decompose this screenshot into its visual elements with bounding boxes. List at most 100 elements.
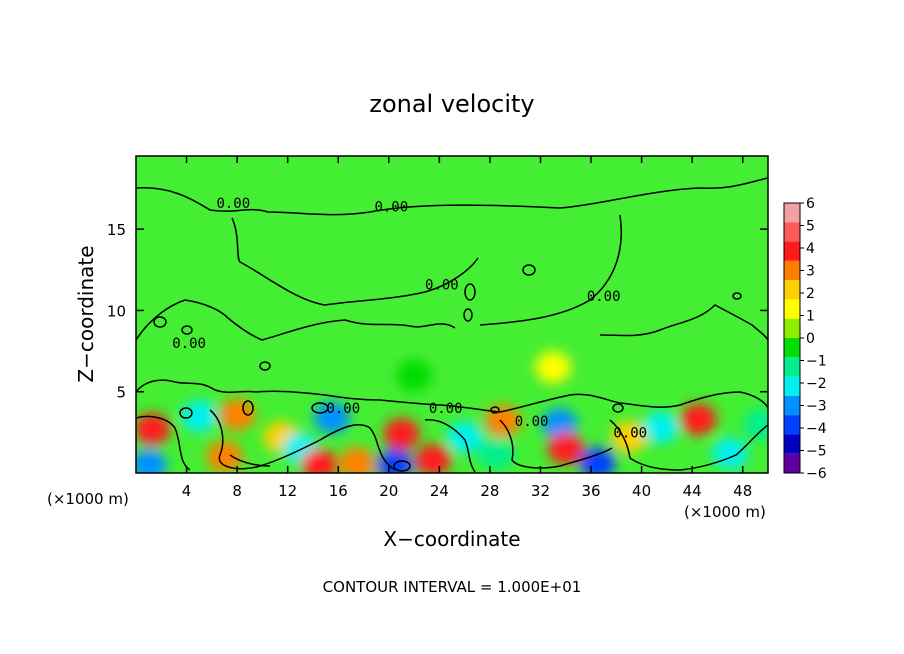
contour-line: [609, 419, 768, 471]
contour-line: [136, 379, 768, 413]
x-tick-label: 24: [430, 482, 449, 500]
x-tick-label: 32: [531, 482, 550, 500]
colorbar-segment: [784, 241, 800, 261]
contour-loop: [181, 325, 193, 335]
contour-loop: [732, 292, 742, 300]
velocity-anomaly: [301, 448, 338, 473]
colorbar-segment: [784, 222, 800, 242]
colorbar-segment: [784, 338, 800, 358]
x-tick-label: 4: [182, 482, 192, 500]
velocity-anomaly: [136, 448, 167, 473]
velocity-anomaly: [680, 403, 717, 436]
y-tick-label: 5: [116, 384, 126, 402]
contour-line: [136, 177, 768, 216]
x-tick-label: 8: [232, 482, 242, 500]
contour-line: [499, 419, 613, 469]
contour-line: [136, 415, 191, 471]
colorbar-tick-label: −4: [806, 421, 827, 437]
velocity-anomaly: [313, 401, 350, 434]
velocity-anomaly: [377, 448, 414, 473]
contour-label: 0.00: [515, 414, 549, 430]
colorbar-tick-label: 5: [806, 219, 815, 235]
contour-label: 0.00: [374, 199, 408, 215]
contour-label: 0.00: [587, 289, 621, 305]
contour-line: [136, 299, 456, 341]
contour-loop: [490, 406, 500, 414]
colorbar-tick-label: −6: [806, 466, 827, 482]
velocity-anomaly: [610, 421, 647, 454]
contour-loop: [522, 264, 536, 276]
velocity-anomaly: [446, 421, 483, 454]
colorbar-tick-label: 0: [806, 331, 815, 347]
colorbar-tick-label: −5: [806, 444, 827, 460]
colorbar-segment: [784, 395, 800, 416]
contour-line: [229, 454, 271, 467]
contour-label: 0.00: [172, 336, 206, 352]
contour-loop: [259, 361, 271, 371]
contour-label: 0.00: [216, 196, 250, 212]
contour-line: [231, 217, 479, 306]
x-unit-left: (×1000 m): [47, 490, 129, 508]
velocity-anomaly: [383, 417, 420, 450]
contour-line: [424, 419, 476, 473]
x-tick-label: 20: [379, 482, 398, 500]
colorbar-tick-label: −3: [806, 399, 827, 415]
contour-loop: [153, 316, 167, 328]
y-axis-label: Z−coordinate: [74, 245, 98, 382]
contour-label: 0.00: [429, 401, 463, 417]
colorbar-tick-label: 3: [806, 264, 815, 280]
plot-frame: [135, 155, 769, 474]
contour-line: [599, 304, 768, 341]
velocity-anomaly: [181, 400, 218, 433]
velocity-anomaly: [136, 413, 171, 446]
contour-line: [479, 214, 622, 326]
colorbar-tick-label: 6: [806, 196, 815, 212]
colorbar-segment: [784, 453, 800, 473]
colorbar-segment: [784, 260, 800, 281]
x-tick-label: 44: [683, 482, 702, 500]
x-tick-label: 36: [581, 482, 600, 500]
colorbar-segment: [784, 415, 800, 435]
contour-interval-note: CONTOUR INTERVAL = 1.000E+01: [323, 578, 582, 596]
x-tick-label: 12: [278, 482, 297, 500]
colorbar-tick-label: 2: [806, 286, 815, 302]
colorbar-segment: [784, 203, 800, 223]
x-unit-right: (×1000 m): [684, 503, 766, 521]
colorbar-tick-label: −2: [806, 376, 827, 392]
y-tick-label: 15: [107, 221, 126, 239]
velocity-anomaly: [535, 351, 572, 384]
colorbar-segment: [784, 318, 800, 338]
x-tick-label: 40: [632, 482, 651, 500]
colorbar-segment: [784, 280, 800, 300]
x-axis-label: X−coordinate: [383, 527, 520, 551]
contour-label: 0.00: [613, 425, 647, 441]
x-tick-label: 48: [733, 482, 752, 500]
contour-loop: [612, 403, 624, 413]
velocity-anomaly: [712, 437, 749, 470]
velocity-anomaly: [478, 437, 515, 470]
colorbar-segment: [784, 376, 800, 396]
y-tick-label: 10: [107, 302, 126, 320]
velocity-anomaly: [339, 447, 376, 473]
colorbar-tick-label: 1: [806, 309, 815, 325]
contour-loop: [393, 460, 411, 472]
colorbar-segment: [784, 357, 800, 377]
contour-loop: [179, 407, 193, 419]
velocity-anomaly: [547, 432, 584, 465]
velocity-anomaly: [396, 359, 433, 392]
contour-loop: [242, 400, 254, 416]
velocity-anomaly: [219, 398, 256, 431]
colorbar-tick-label: 4: [806, 241, 815, 257]
contour-label: 0.00: [326, 401, 360, 417]
x-tick-label: 16: [329, 482, 348, 500]
x-axis: 4 8 12 16 20 24 28 32 36 40 44 48: [182, 156, 752, 500]
velocity-anomaly: [541, 408, 578, 441]
colorbar: 6 5 4 3 2 1 0 −1 −2 −3 −4 −5 −6: [783, 196, 827, 482]
x-tick-label: 28: [480, 482, 499, 500]
contour-loop: [463, 308, 473, 322]
colorbar-segment: [784, 299, 800, 319]
velocity-anomaly: [743, 408, 768, 441]
plot-area: 0.00 0.00 0.00 0.00 0.00 0.00 0.00 0.00 0.00: [135, 155, 769, 474]
velocity-anomaly: [642, 411, 679, 444]
